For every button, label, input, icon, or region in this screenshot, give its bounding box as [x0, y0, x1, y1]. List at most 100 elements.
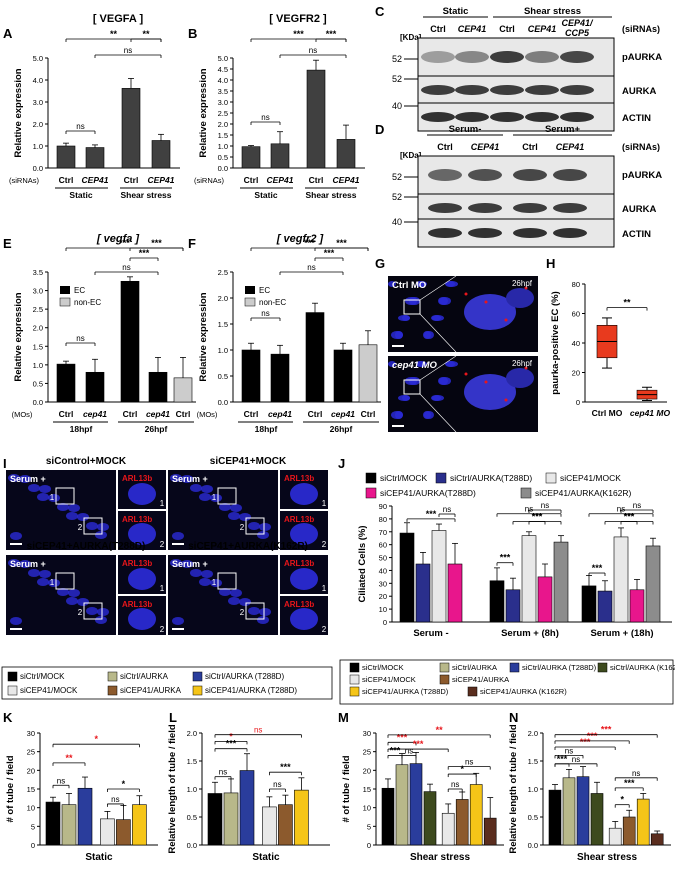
sig-label: ns [76, 122, 84, 131]
legend-swatch [59, 297, 71, 307]
nucleus [10, 532, 22, 540]
condition-label: siControl+MOCK [46, 456, 127, 467]
panel-j-group: Serum + (18h) [590, 628, 653, 639]
kda-marker: 52 [392, 74, 402, 84]
tube-bar [409, 763, 423, 846]
marker-label: ARL13b [284, 474, 314, 483]
blot-header: Serum+ [545, 124, 581, 135]
inset-nucleus [128, 523, 156, 545]
legend-swatch [435, 472, 447, 484]
ef-category: cep41 [268, 409, 292, 419]
condition-label: siCEP41+AURKA(K162R) [188, 541, 308, 552]
nucleus [388, 361, 396, 367]
sig-label: * [229, 731, 233, 741]
ef-tick-label: 1.0 [218, 346, 228, 355]
serum-label: Serum + [10, 559, 46, 569]
ef-tick-label: 0.5 [33, 379, 43, 388]
panel-b-ylabel: Relative expression [198, 68, 209, 157]
nucleus [239, 598, 251, 606]
tube-tick-label: 1.5 [187, 757, 197, 766]
ef-category: cep41 [83, 409, 107, 419]
band-label: ACTIN [622, 229, 651, 240]
nucleus-zoom [506, 368, 534, 388]
panel-j-group: Serum + (8h) [501, 628, 559, 639]
panel-j-tick-label: 30 [379, 579, 387, 588]
sig-label: *** [151, 238, 162, 248]
ef-category: cep41 [331, 409, 355, 419]
legend-label: siCEP41/MOCK [560, 473, 621, 483]
panel-h-tick-label: 0 [576, 398, 580, 407]
sig-label: *** [500, 553, 511, 563]
nucleus [77, 513, 89, 521]
legend-label: siCEP41/AURKA(K162R) [535, 488, 632, 498]
legend-label: siCEP41/AURKA (T288D) [205, 686, 297, 695]
blot-band [525, 112, 559, 122]
nucleus [68, 589, 80, 597]
nucleus [190, 484, 202, 492]
panel-a-category: CEP41 [82, 175, 109, 185]
legend-label: siCEP41/AURKA (K162R) [480, 687, 567, 696]
nucleus [248, 607, 260, 615]
inset-nucleus [290, 568, 318, 590]
sig-label: * [620, 795, 624, 805]
panel-b-tick-label: 3.5 [218, 87, 228, 96]
legend-frame-mn [339, 659, 674, 705]
sig-label: ** [436, 725, 444, 735]
sig-label: ns [443, 505, 451, 514]
marker-label: ARL13b [284, 600, 314, 609]
sig-label: ** [65, 753, 73, 763]
legend-label: siCtrl/AURKA [452, 663, 497, 672]
tube-bar [483, 817, 497, 846]
ef-tick-label: 2.5 [218, 268, 228, 277]
inset-number: 2 [160, 540, 165, 549]
condition-label: siCEP41+AURKA(T288D) [27, 541, 146, 552]
nucleus-zoom [506, 288, 534, 308]
nucleus [405, 297, 417, 305]
panel-j-bar [613, 536, 629, 623]
blot-band [421, 51, 455, 63]
zoom-line [419, 393, 457, 433]
lane-label: Ctrl [437, 142, 453, 152]
nucleus [239, 513, 251, 521]
ef-tick-label: 2.0 [33, 324, 43, 333]
sig-label: ns [122, 263, 130, 272]
paurka-dot [484, 300, 488, 304]
ef-category: cep41 [146, 409, 170, 419]
inset-number: 2 [322, 625, 327, 634]
nucleus [172, 532, 184, 540]
panel-j-bar [489, 580, 505, 623]
sig-label: *** [280, 762, 291, 772]
legend-label: siCEP41/MOCK [20, 686, 78, 695]
lane-label: Ctrl [522, 142, 538, 152]
nucleus [37, 493, 49, 501]
panel-b-group: Shear stress [305, 190, 356, 200]
blot-unit: (siRNAs) [622, 24, 660, 34]
tube-bar [239, 770, 255, 846]
kda-marker: 52 [392, 172, 402, 182]
tube-bar [116, 819, 131, 846]
blot-band [455, 85, 489, 95]
panel-h-tick-label: 60 [572, 310, 580, 319]
ef-group: 26hpf [330, 424, 353, 434]
ef-tick-label: 2.0 [218, 294, 228, 303]
ef-group: 26hpf [145, 424, 168, 434]
nucleus [8, 559, 20, 567]
nucleus [10, 617, 22, 625]
ef-bar [270, 353, 290, 403]
kda-marker: 52 [392, 192, 402, 202]
panel-b-tick-label: 4.0 [218, 76, 228, 85]
blot-band [455, 51, 489, 63]
panel-letter: H [546, 256, 555, 271]
ef-rowlabel: (MOs) [12, 410, 33, 419]
nucleus [66, 512, 78, 520]
sig-label: ns [525, 505, 533, 514]
nucleus [181, 475, 193, 483]
legend-swatch [349, 662, 360, 673]
roi-box [83, 517, 103, 535]
sig-label: ns [565, 746, 573, 755]
panel-a-ylabel: Relative expression [13, 68, 24, 157]
inset-number: 1 [160, 584, 165, 593]
panel-j-bar [415, 563, 431, 623]
ef-category: Ctrl [361, 409, 376, 419]
sig-label: ns [572, 755, 580, 764]
